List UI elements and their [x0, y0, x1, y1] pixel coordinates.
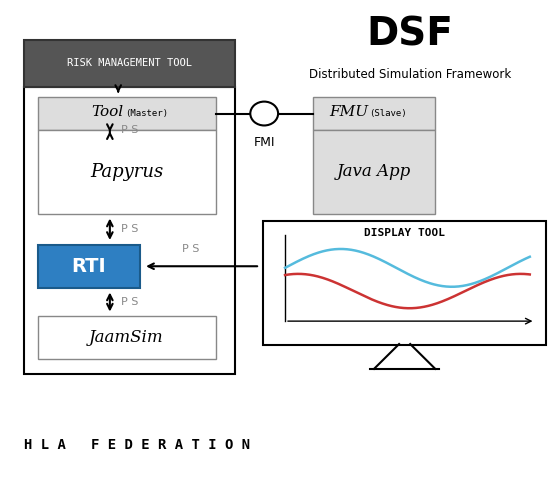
FancyBboxPatch shape: [37, 316, 216, 360]
FancyBboxPatch shape: [23, 87, 235, 373]
FancyBboxPatch shape: [37, 130, 216, 214]
Text: P S: P S: [182, 244, 199, 254]
Text: FMU: FMU: [329, 105, 368, 119]
Text: P S: P S: [121, 125, 138, 135]
FancyBboxPatch shape: [313, 130, 435, 214]
FancyBboxPatch shape: [313, 97, 435, 130]
Text: DISPLAY TOOL: DISPLAY TOOL: [364, 228, 445, 238]
Text: H L A   F E D E R A T I O N: H L A F E D E R A T I O N: [23, 438, 250, 452]
Text: (Slave): (Slave): [369, 109, 408, 118]
Circle shape: [250, 102, 278, 125]
Text: Java App: Java App: [337, 164, 411, 180]
FancyBboxPatch shape: [23, 39, 235, 87]
Text: Tool: Tool: [92, 105, 124, 119]
FancyBboxPatch shape: [37, 97, 216, 130]
Text: RTI: RTI: [72, 257, 106, 276]
Text: DSF: DSF: [367, 16, 454, 54]
Text: JaamSim: JaamSim: [89, 329, 164, 347]
Text: Distributed Simulation Framework: Distributed Simulation Framework: [309, 68, 511, 81]
Text: P S: P S: [121, 297, 138, 307]
Text: FMI: FMI: [253, 136, 275, 149]
Text: P S: P S: [121, 224, 138, 234]
FancyBboxPatch shape: [37, 245, 140, 288]
FancyBboxPatch shape: [263, 221, 547, 345]
Text: RISK MANAGEMENT TOOL: RISK MANAGEMENT TOOL: [67, 59, 192, 69]
Text: Papyrus: Papyrus: [90, 163, 163, 181]
Text: (Master): (Master): [125, 109, 168, 118]
